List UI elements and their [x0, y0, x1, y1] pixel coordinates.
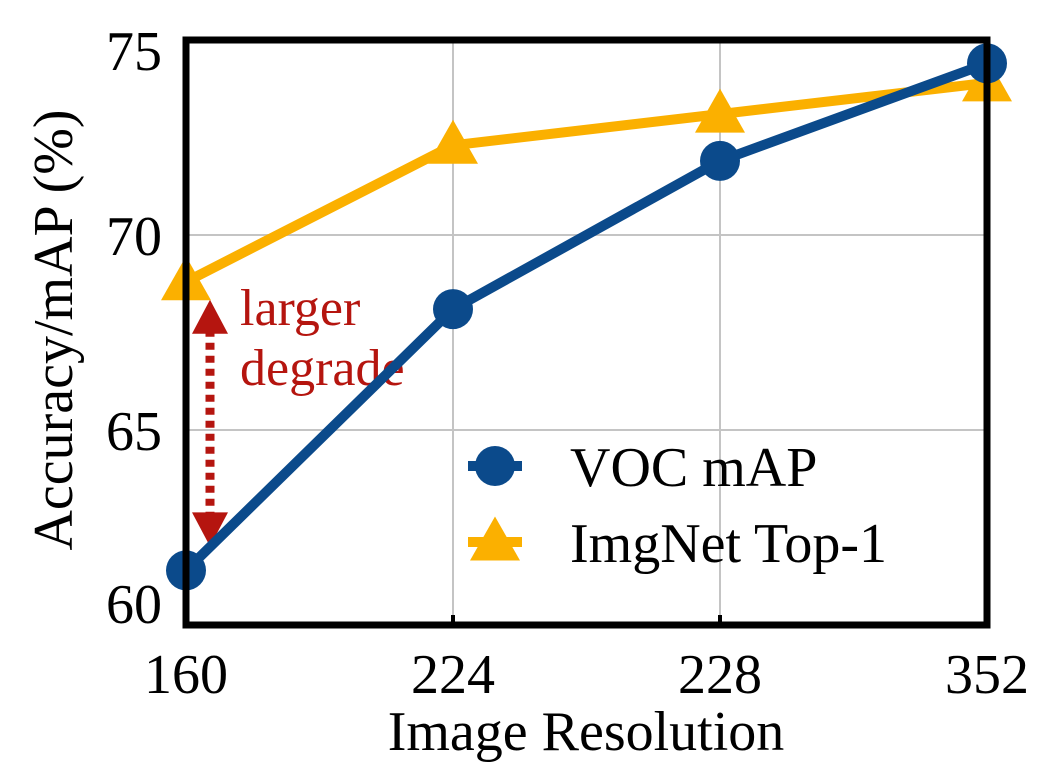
legend-circle-icon — [475, 446, 515, 486]
plot-frame — [182, 36, 991, 629]
annotation-text: larger — [240, 280, 360, 337]
x-tick-labels: 160 224 228 352 — [144, 615, 1029, 706]
series-line — [183, 77, 988, 287]
y-tick-label: 65 — [106, 401, 162, 463]
data-point-circle — [433, 289, 473, 330]
y-tick-label: 60 — [106, 574, 162, 636]
data-point-triangle — [695, 88, 745, 133]
x-tick-label: 224 — [411, 644, 495, 706]
arrow-up-icon — [192, 299, 228, 334]
series-imgnet-top-1 — [161, 57, 1012, 301]
data-point-triangle — [428, 119, 478, 164]
x-tick-label: 352 — [945, 644, 1029, 706]
annotation-text: degrade — [240, 340, 405, 397]
y-axis-label: Accuracy/mAP (%) — [23, 109, 85, 550]
y-tick-label: 70 — [106, 206, 162, 268]
data-point-circle — [700, 140, 740, 181]
series-group — [161, 43, 1012, 591]
legend-label: ImgNet Top-1 — [570, 513, 887, 575]
series-line — [182, 58, 989, 574]
x-tick-label: 160 — [144, 644, 228, 706]
arrow-down-icon — [192, 512, 228, 547]
legend-triangle-icon — [470, 516, 520, 561]
y-tick-labels: 60 65 70 75 — [106, 21, 162, 636]
y-tick-label: 75 — [106, 21, 162, 83]
x-axis-label: Image Resolution — [388, 701, 785, 763]
legend: VOC mAP ImgNet Top-1 — [468, 437, 887, 575]
legend-label: VOC mAP — [570, 437, 817, 499]
series-voc-map — [166, 43, 1007, 591]
x-tick-label: 228 — [678, 644, 762, 706]
